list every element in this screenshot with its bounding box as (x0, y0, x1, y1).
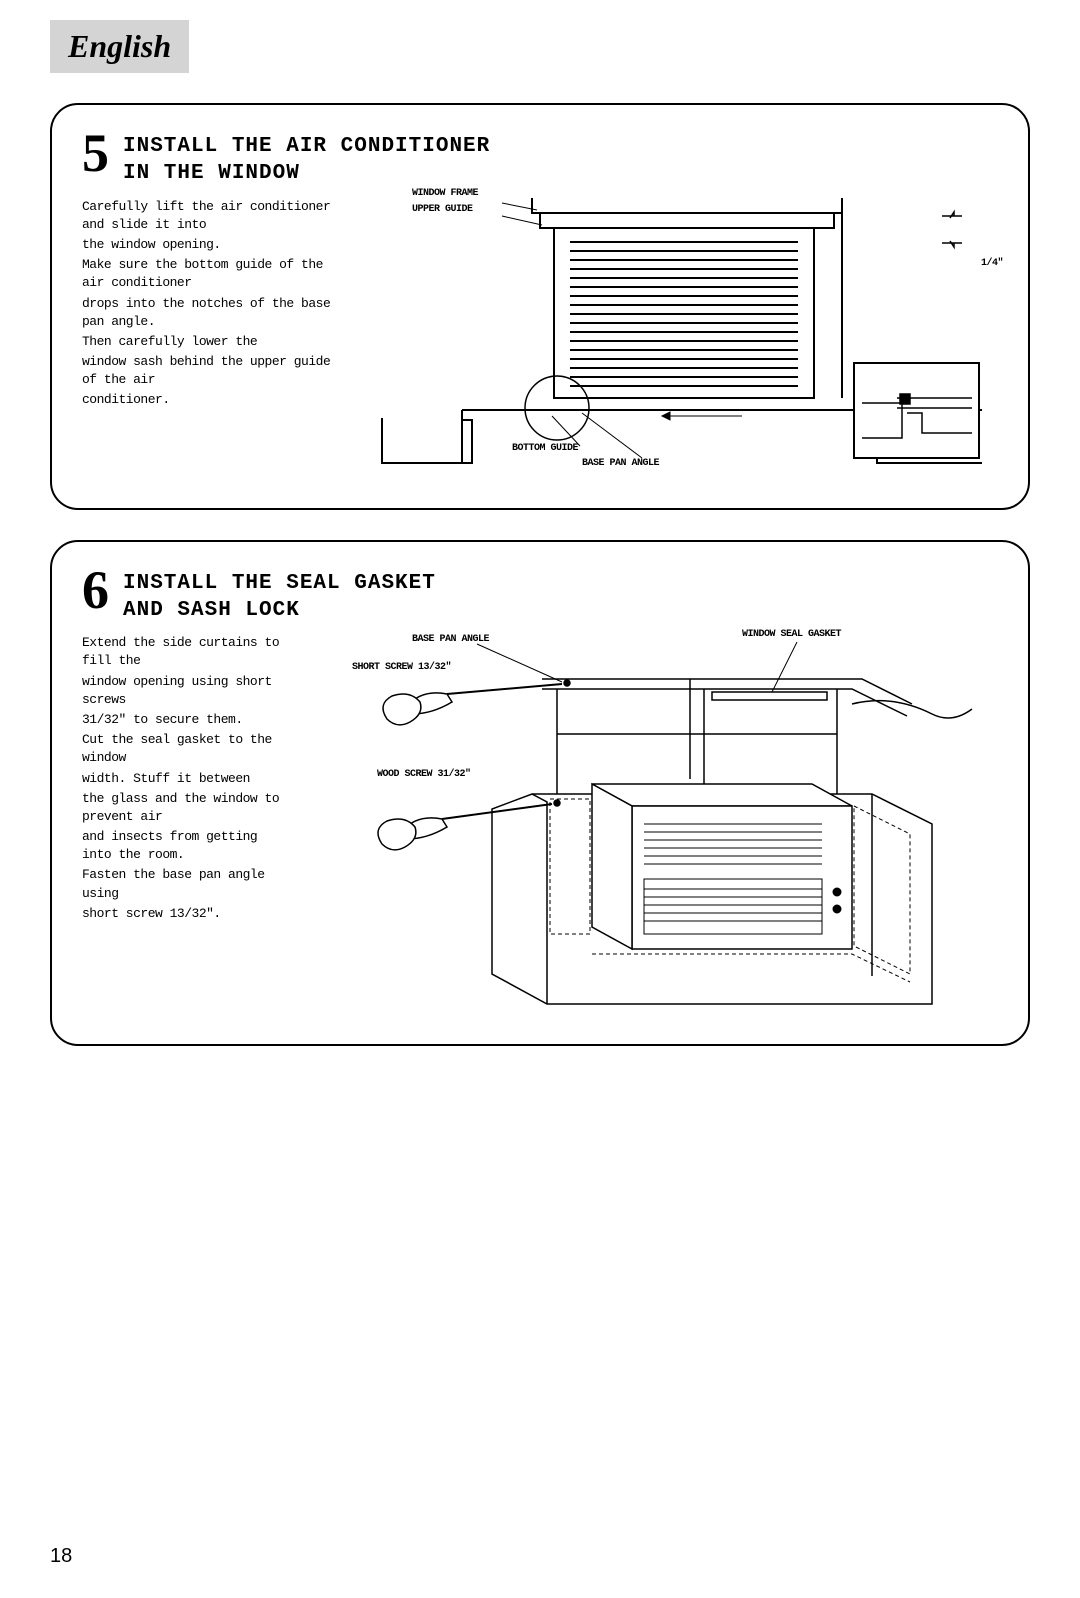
step-6-svg (292, 634, 982, 1014)
label-bottom-guide: BOTTOM GUIDE (512, 443, 578, 454)
step-5-header: 5 INSTALL THE AIR CONDITIONER IN THE WIN… (82, 129, 998, 188)
step-5-diagram: WINDOW FRAME UPPER GUIDE 1/4" BOTTOM GUI… (342, 198, 998, 478)
step-6-number: 6 (82, 566, 109, 615)
label-wood-screw: WOOD SCREW 31/32" (377, 769, 471, 780)
step-6-diagram: BASE PAN ANGLE WINDOW SEAL GASKET SHORT … (292, 634, 998, 1014)
step-6-text: Extend the side curtains to fill the win… (82, 634, 282, 1014)
step-5-title: INSTALL THE AIR CONDITIONER IN THE WINDO… (123, 129, 490, 188)
step-6-title: INSTALL THE SEAL GASKET AND SASH LOCK (123, 566, 436, 625)
step-6-header: 6 INSTALL THE SEAL GASKET AND SASH LOCK (82, 566, 998, 625)
language-banner: English (50, 20, 189, 73)
label-base-pan-angle-6: BASE PAN ANGLE (412, 634, 489, 645)
label-base-pan-angle: BASE PAN ANGLE (582, 458, 659, 469)
step-6-box: 6 INSTALL THE SEAL GASKET AND SASH LOCK … (50, 540, 1030, 1047)
step-5-text: Carefully lift the air conditioner and s… (82, 198, 332, 478)
label-quarter-inch: 1/4" (981, 258, 1003, 269)
step-5-body: Carefully lift the air conditioner and s… (82, 198, 998, 478)
language-text: English (68, 28, 171, 64)
step-6-body: Extend the side curtains to fill the win… (82, 634, 998, 1014)
page-number: 18 (50, 1545, 72, 1568)
label-short-screw: SHORT SCREW 13/32" (352, 662, 451, 673)
label-window-seal-gasket: WINDOW SEAL GASKET (742, 629, 841, 640)
step-5-svg (342, 198, 982, 478)
label-window-frame: WINDOW FRAME (412, 188, 478, 199)
label-upper-guide: UPPER GUIDE (412, 204, 473, 215)
step-5-number: 5 (82, 129, 109, 178)
step-5-box: 5 INSTALL THE AIR CONDITIONER IN THE WIN… (50, 103, 1030, 510)
